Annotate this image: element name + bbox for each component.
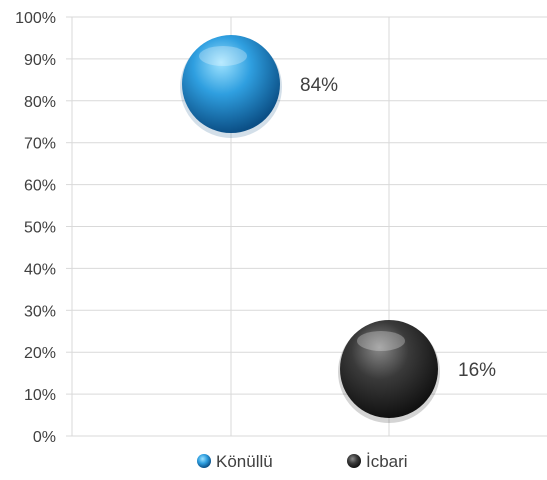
- y-tick-label: 30%: [24, 303, 56, 320]
- bubble-2: [340, 319, 438, 418]
- legend-marker: [197, 454, 211, 468]
- legend-label: Könüllü: [216, 452, 273, 471]
- legend-label: İcbari: [366, 452, 408, 471]
- y-tick-label: 20%: [24, 345, 56, 362]
- data-labels: 84% 16%: [300, 75, 496, 381]
- bubble-highlight: [357, 330, 405, 351]
- y-tick-label: 100%: [15, 10, 56, 27]
- y-tick-label: 0%: [33, 429, 56, 446]
- y-tick-label: 10%: [24, 387, 56, 404]
- bubble-1: [182, 35, 280, 134]
- y-tick-label: 50%: [24, 220, 56, 237]
- bubble-highlight: [199, 46, 247, 67]
- y-tick-label: 70%: [24, 136, 56, 153]
- y-tick-label: 40%: [24, 261, 56, 278]
- y-tick-label: 90%: [24, 52, 56, 69]
- legend: Könüllü İcbari: [197, 452, 408, 471]
- y-tick-label: 60%: [24, 178, 56, 195]
- bubbles: [180, 35, 440, 423]
- data-label: 16%: [458, 360, 496, 381]
- y-tick-label: 80%: [24, 94, 56, 111]
- legend-marker: [347, 454, 361, 468]
- y-axis: 0% 10% 20% 30% 40% 50% 60% 70% 80% 90% 100%: [15, 10, 73, 446]
- data-label: 84%: [300, 75, 338, 96]
